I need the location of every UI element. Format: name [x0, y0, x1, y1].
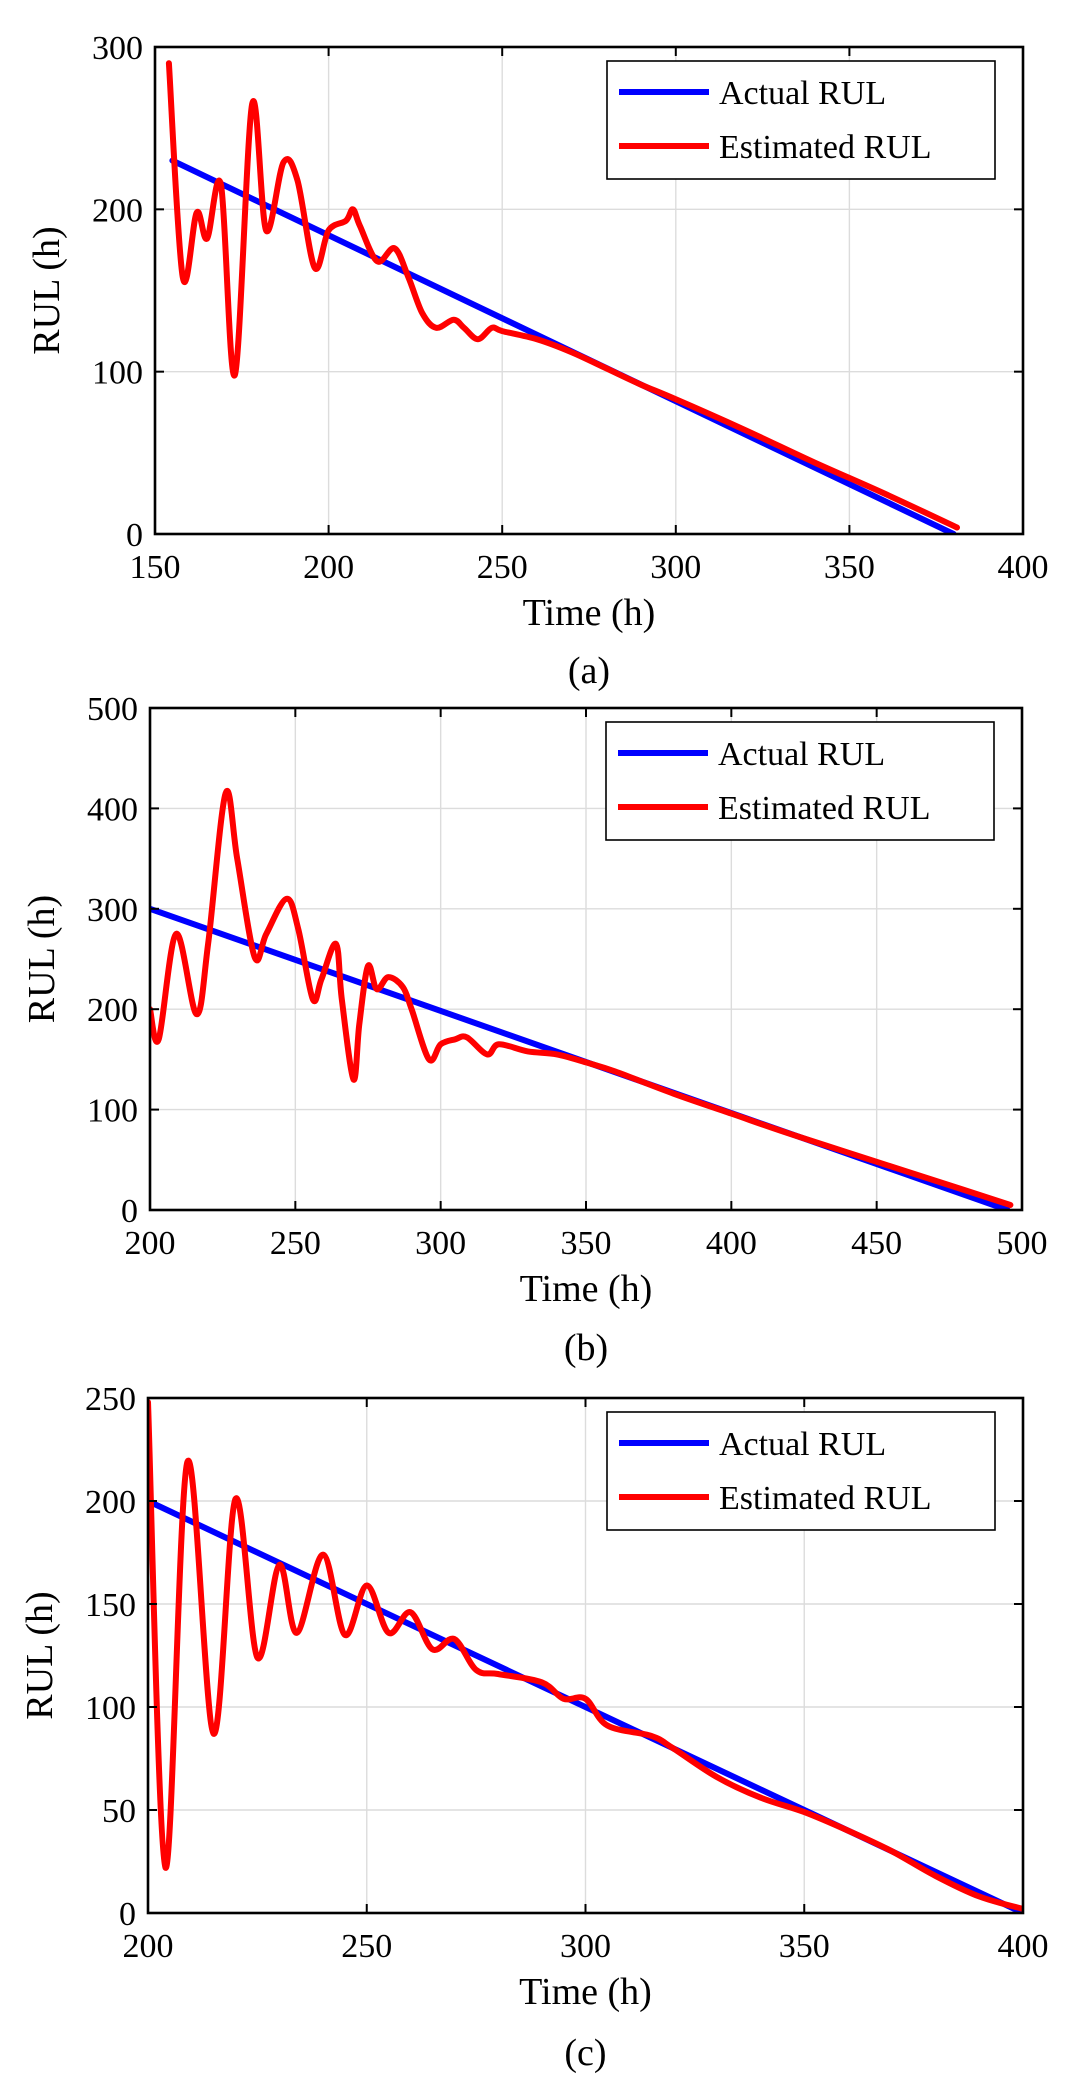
- x-tick-label: 400: [998, 1928, 1049, 1965]
- y-tick-label: 400: [87, 791, 138, 828]
- x-tick-label: 350: [561, 1225, 612, 1262]
- x-tick-label: 200: [123, 1928, 174, 1965]
- chart-panel-1: 150 200 250 300 350 400 0 100 200 300 Time (h) RUL …: [26, 30, 1049, 692]
- x-tick-label: 300: [415, 1225, 466, 1262]
- y-tick-label: 100: [92, 355, 143, 392]
- legend-box: [606, 1411, 996, 1531]
- y-tick-label: 150: [85, 1587, 136, 1624]
- y-tick-label: 100: [87, 1093, 138, 1130]
- x-tick-label: 200: [303, 549, 354, 586]
- x-axis-label: Time (h): [523, 592, 656, 634]
- x-tick-label: 250: [477, 549, 528, 586]
- y-tick-label: 200: [85, 1484, 136, 1521]
- y-axis-label: RUL (h): [26, 226, 68, 354]
- x-tick-label: 300: [650, 549, 701, 586]
- legend: Actual RUL Estimated RUL: [606, 1411, 996, 1531]
- series-line-estimated-rul: [148, 1399, 1023, 1912]
- series-line-estimated-rul: [165, 60, 960, 531]
- y-tick-label: 0: [121, 1193, 138, 1230]
- legend-box: [606, 60, 996, 180]
- legend-entry-label: Estimated RUL: [718, 790, 930, 827]
- y-tick-label: 300: [87, 892, 138, 929]
- axes-frame: [153, 45, 1025, 536]
- chart-panel-2: 200 250 300 350 400 450 500 0 100 200 300 400 500 Tim…: [21, 691, 1048, 1369]
- legend-entry-label: Actual RUL: [719, 1426, 886, 1463]
- x-tick-label: 200: [125, 1225, 176, 1262]
- y-tick-label: 0: [119, 1896, 136, 1933]
- x-tick-label: 150: [130, 549, 181, 586]
- x-tick-label: 450: [851, 1225, 902, 1262]
- x-tick-label: 250: [270, 1225, 321, 1262]
- x-tick-label: 350: [779, 1928, 830, 1965]
- x-axis-label: Time (h): [519, 1971, 652, 2013]
- y-tick-label: 200: [87, 992, 138, 1029]
- legend-entry-label: Estimated RUL: [719, 1480, 931, 1517]
- x-tick-label: 300: [560, 1928, 611, 1965]
- x-tick-label: 400: [998, 549, 1049, 586]
- y-tick-label: 500: [87, 691, 138, 728]
- y-tick-label: 0: [126, 517, 143, 554]
- y-tick-label: 300: [92, 30, 143, 67]
- legend-entry-label: Actual RUL: [718, 736, 885, 773]
- figure-caption: (c): [564, 2032, 606, 2074]
- chart-panel-3: 200 250 300 350 400 0 50 100 150 200 250 Time (h) RU…: [19, 1381, 1049, 2074]
- x-tick-label: 500: [997, 1225, 1048, 1262]
- x-tick-label: 350: [824, 549, 875, 586]
- figure-caption: (b): [564, 1327, 608, 1369]
- legend: Actual RUL Estimated RUL: [606, 60, 996, 180]
- y-tick-label: 250: [85, 1381, 136, 1418]
- x-axis-label: Time (h): [520, 1268, 653, 1310]
- y-axis-label: RUL (h): [21, 895, 63, 1023]
- figure-caption: (a): [568, 650, 610, 692]
- x-tick-label: 250: [341, 1928, 392, 1965]
- legend-entry-label: Estimated RUL: [719, 129, 931, 166]
- y-tick-label: 50: [102, 1793, 136, 1830]
- y-axis-label: RUL (h): [19, 1591, 61, 1719]
- legend-entry-label: Actual RUL: [719, 75, 886, 112]
- legend: Actual RUL Estimated RUL: [605, 721, 995, 841]
- x-tick-label: 400: [706, 1225, 757, 1262]
- y-tick-label: 100: [85, 1690, 136, 1727]
- legend-box: [605, 721, 995, 841]
- y-tick-label: 200: [92, 192, 143, 229]
- series-line-estimated-rul: [150, 787, 1014, 1208]
